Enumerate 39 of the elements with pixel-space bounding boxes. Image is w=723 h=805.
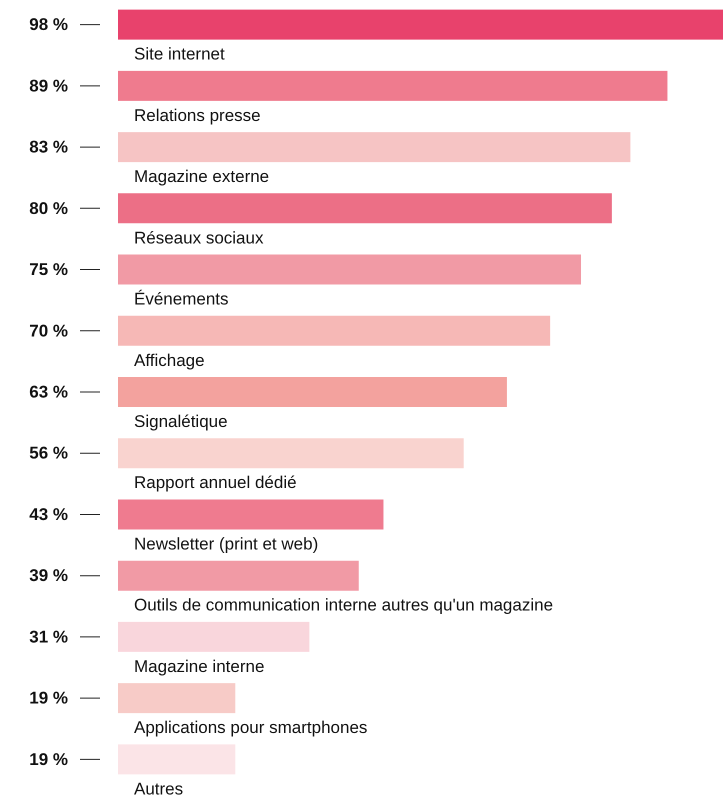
bar: [118, 193, 612, 224]
data-label: 43 %: [29, 504, 68, 524]
bar: [118, 744, 236, 774]
data-label: 98 %: [29, 15, 68, 34]
bar: [118, 316, 550, 346]
y-tick-label: Rapport annuel dédié: [134, 473, 297, 492]
data-label: 63 %: [29, 382, 68, 402]
bar: [118, 438, 464, 468]
data-label: 56 %: [29, 444, 68, 463]
bar: [118, 132, 630, 162]
y-tick-label: Magazine externe: [134, 167, 270, 186]
data-label: 83 %: [29, 138, 68, 157]
data-label: 80 %: [29, 198, 68, 218]
bar: [118, 622, 310, 652]
y-tick-label: Affichage: [134, 350, 205, 370]
y-tick-label: Site internet: [134, 44, 225, 64]
y-tick-label: Réseaux sociaux: [134, 228, 264, 248]
data-label: 19 %: [29, 688, 68, 708]
y-tick-label: Applications pour smartphones: [134, 718, 368, 738]
bar: [118, 560, 359, 591]
data-label: 31 %: [29, 627, 68, 646]
data-label: 19 %: [29, 750, 68, 769]
bar: [118, 499, 384, 530]
data-label: 89 %: [29, 76, 68, 96]
bar: [118, 70, 668, 101]
bar: [118, 683, 236, 714]
data-label: 75 %: [29, 260, 68, 280]
y-tick-label: Événements: [134, 290, 228, 309]
y-tick-label: Magazine interne: [134, 656, 264, 676]
bar: [118, 377, 507, 407]
data-label: 70 %: [29, 321, 68, 340]
y-tick-label: Outils de communication interne autres qu'un magazine: [134, 596, 554, 615]
y-tick-label: Autres: [134, 779, 184, 798]
bar: [118, 254, 582, 285]
data-label: 39 %: [29, 566, 68, 586]
y-tick-label: Signalétique: [134, 412, 228, 431]
y-tick-label: Newsletter (print et web): [134, 534, 318, 554]
bar: [118, 10, 723, 40]
y-tick-label: Relations presse: [134, 106, 261, 125]
